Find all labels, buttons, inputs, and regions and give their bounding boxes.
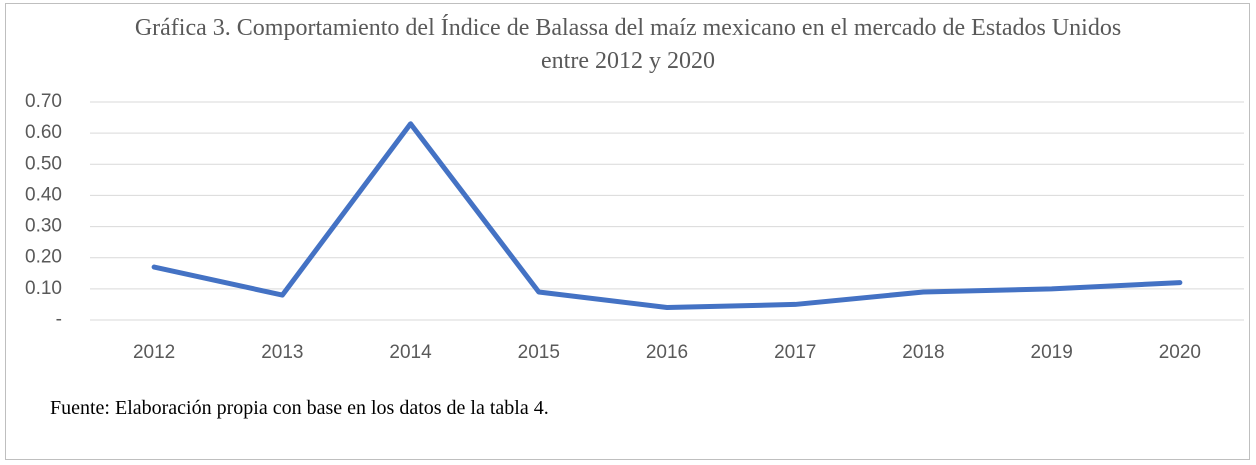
data-line [151, 121, 1183, 311]
chart-frame [5, 3, 1250, 460]
x-tick-label: 2019 [1031, 342, 1073, 363]
chart-title: Gráfica 3. Comportamiento del Índice de … [134, 15, 1122, 74]
y-tick-label: 0.60 [25, 122, 62, 143]
x-tick-label: 2016 [646, 342, 688, 363]
x-tick-label: 2014 [389, 342, 432, 363]
y-tick-label: 0.30 [25, 216, 62, 237]
x-tick-label: 2018 [902, 342, 944, 363]
y-tick-label: 0.40 [25, 184, 62, 205]
x-tick-label: 2015 [518, 342, 560, 363]
y-tick-label: - [56, 309, 62, 330]
x-tick-label: 2013 [261, 342, 303, 363]
x-tick-label: 2012 [133, 342, 175, 363]
x-tick-label: 2020 [1159, 342, 1201, 363]
x-tick-label: 2017 [774, 342, 816, 363]
y-tick-label: 0.50 [25, 153, 62, 174]
y-tick-label: 0.70 [25, 91, 62, 112]
y-tick-label: 0.10 [25, 278, 62, 299]
source-note: Fuente: Elaboración propia con base en l… [50, 397, 549, 419]
y-tick-label: 0.20 [25, 247, 62, 268]
